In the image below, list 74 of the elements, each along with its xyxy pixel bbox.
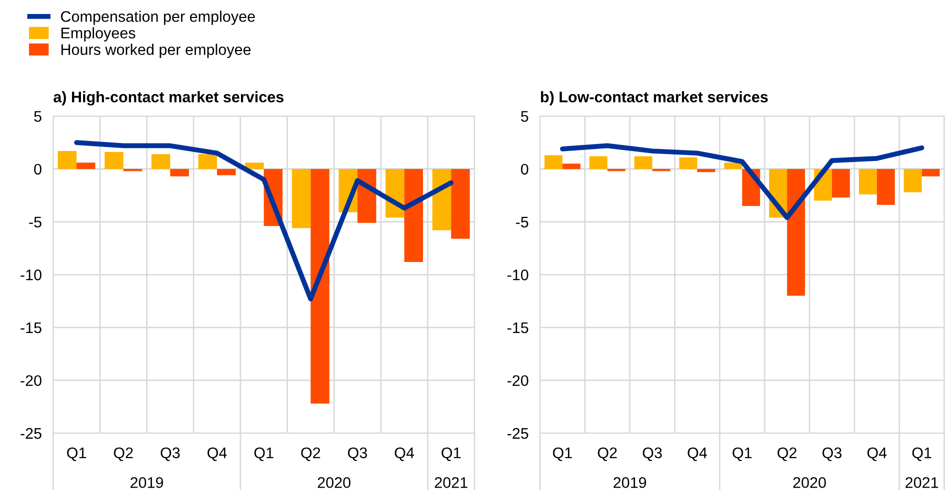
bar [697, 168, 716, 172]
line-series [560, 143, 924, 220]
legend-label: Compensation per employee [61, 10, 255, 25]
x-tick-label: Q2 [598, 447, 617, 462]
bar [451, 168, 470, 239]
bar [245, 162, 264, 169]
bar [198, 154, 218, 169]
text: 2021 [434, 477, 468, 488]
legend-label: Employees [61, 27, 136, 42]
text: 2021 [906, 477, 938, 488]
x-tick-label: Q2 [114, 447, 133, 462]
bar [652, 168, 670, 172]
x-tick-label: Q3 [822, 447, 842, 462]
bar [562, 164, 580, 169]
bar [679, 157, 698, 169]
bar [123, 168, 142, 172]
x-tick-label: Q1 [67, 447, 86, 462]
bar [787, 168, 806, 296]
bar [832, 168, 850, 198]
text: 2020 [793, 477, 826, 488]
bar [151, 154, 170, 169]
x-tick-label: Q3 [160, 447, 180, 462]
y-tick-label: 0 [34, 164, 42, 175]
y-tick-label: 0 [520, 164, 528, 175]
x-tick-label: Q1 [442, 447, 461, 462]
chart-title: b) Low-contact market services [540, 91, 768, 106]
bar [589, 156, 608, 169]
x-tick-label: Q4 [688, 447, 707, 462]
bar [404, 168, 423, 262]
bar [58, 151, 77, 169]
y-tick-label: -25 [507, 428, 528, 439]
y-tick-label: -10 [507, 270, 528, 280]
bar [310, 168, 330, 404]
x-tick-label: Q1 [552, 447, 572, 462]
y-tick-label: 5 [520, 111, 528, 122]
bar [904, 168, 922, 192]
bar [922, 168, 940, 176]
bar [858, 168, 877, 194]
x-tick-label: Q3 [642, 447, 662, 462]
bar [607, 168, 626, 172]
x-tick-label: Q3 [348, 447, 367, 462]
chart-title: a) High-contact market services [54, 91, 284, 106]
y-tick-label: -15 [20, 322, 42, 334]
text: 2019 [130, 477, 164, 488]
x-tick-label: Q4 [867, 447, 887, 462]
y-tick-label: -5 [29, 216, 42, 228]
text: 2019 [614, 477, 646, 488]
bar [292, 168, 311, 228]
bar [876, 168, 895, 205]
x-tick-label: Q1 [912, 447, 932, 462]
y-tick-label: -20 [20, 375, 42, 386]
x-tick-label: Q4 [394, 447, 414, 462]
x-tick-label: Q2 [778, 447, 796, 462]
bar [170, 168, 189, 176]
y-tick-label: -5 [516, 216, 528, 228]
bar [217, 168, 236, 176]
x-tick-label: Q2 [301, 447, 320, 462]
bar [544, 155, 562, 169]
y-tick-label: -20 [507, 375, 528, 386]
x-tick-label: Q4 [208, 447, 227, 462]
x-tick-label: Q1 [732, 447, 752, 462]
bar [104, 152, 124, 169]
text: 2020 [318, 477, 350, 488]
x-tick-label: Q1 [254, 447, 274, 462]
bar [76, 162, 96, 169]
y-tick-label: 5 [34, 111, 42, 122]
legend-label: Hours worked per employee [61, 44, 251, 58]
line-series [74, 140, 454, 302]
bar [432, 168, 452, 230]
bar [724, 162, 742, 169]
bar [634, 156, 652, 169]
y-tick-label: -25 [20, 428, 42, 439]
y-tick-label: -15 [507, 322, 528, 334]
y-tick-label: -10 [20, 270, 42, 280]
